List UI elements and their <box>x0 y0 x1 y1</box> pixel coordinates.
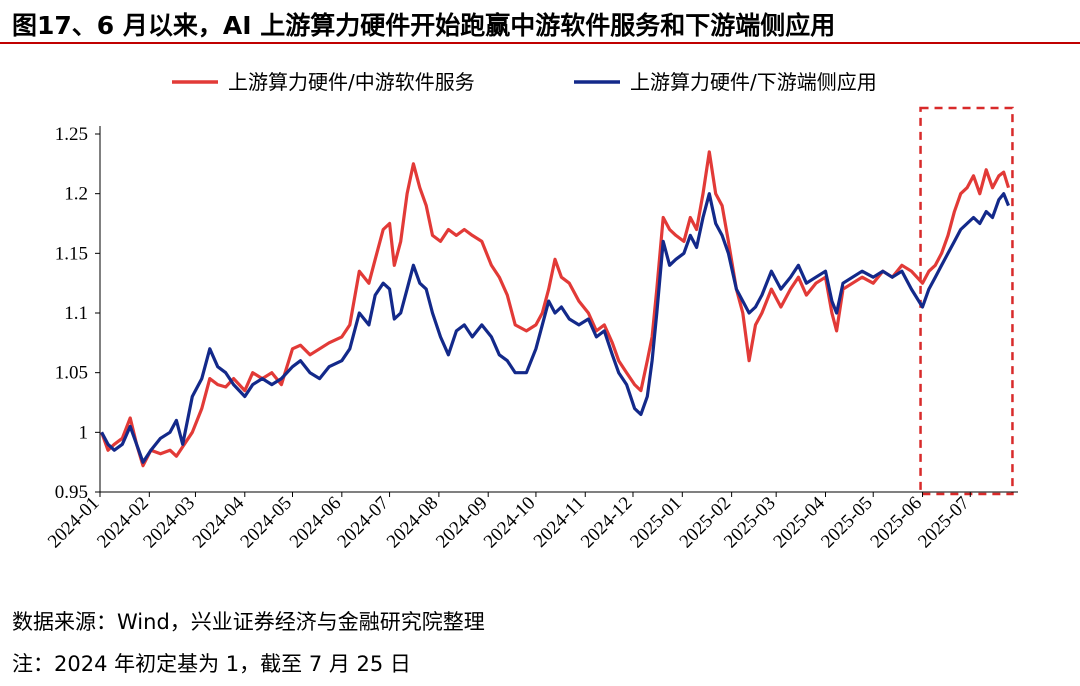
x-tick-label: 2024-07 <box>333 493 393 553</box>
x-tick-label: 2024-09 <box>432 493 492 553</box>
y-tick-label: 1.2 <box>64 184 88 205</box>
y-tick-label: 1.05 <box>55 363 88 384</box>
y-tick-label: 1.15 <box>55 243 88 264</box>
y-tick-label: 0.95 <box>55 482 88 503</box>
x-tick-label: 2024-12 <box>577 493 637 553</box>
x-tick-label: 2024-10 <box>480 493 540 553</box>
x-tick-label: 2024-11 <box>530 493 589 552</box>
x-tick-label: 2025-06 <box>866 493 926 553</box>
footnote: 注：2024 年初定基为 1，截至 7 月 25 日 <box>12 652 411 676</box>
series-group <box>100 150 1011 468</box>
x-tick-label: 2024-05 <box>236 493 296 553</box>
x-tick-label: 2025-01 <box>626 493 686 553</box>
chart-title: 图17、6 月以来，AI 上游算力硬件开始跑赢中游软件服务和下游端侧应用 <box>0 0 1080 44</box>
x-tick-label: 2024-04 <box>189 492 249 552</box>
y-tick-label: 1 <box>79 422 89 443</box>
x-tick-label: 2024-06 <box>286 493 346 553</box>
y-tick-label: 1.1 <box>64 303 88 324</box>
line-chart: 上游算力硬件/中游软件服务 上游算力硬件/下游端侧应用 0.95 1 1.05 1.1 1… <box>44 70 1018 552</box>
series-line-1 <box>100 150 1011 468</box>
series-line-2 <box>100 192 1010 464</box>
highlight-box <box>919 106 1014 496</box>
x-tick-label: 2025-04 <box>769 492 829 552</box>
legend-label-1: 上游算力硬件/中游软件服务 <box>228 70 475 94</box>
x-tick-label: 2024-08 <box>383 493 443 553</box>
y-tick-label: 1.25 <box>55 124 88 145</box>
legend-label-2: 上游算力硬件/下游端侧应用 <box>630 70 877 94</box>
x-tick-label: 2024-03 <box>139 493 199 553</box>
x-tick-label: 2025-07 <box>914 493 974 553</box>
source-note: 数据来源：Wind，兴业证券经济与金融研究院整理 <box>12 610 485 634</box>
x-tick-label: 2025-05 <box>817 493 877 553</box>
legend: 上游算力硬件/中游软件服务 上游算力硬件/下游端侧应用 <box>172 70 877 94</box>
highlight-box-group <box>919 106 1014 496</box>
axes: 0.9511.051.11.151.21.252024-012024-02202… <box>44 124 1018 552</box>
